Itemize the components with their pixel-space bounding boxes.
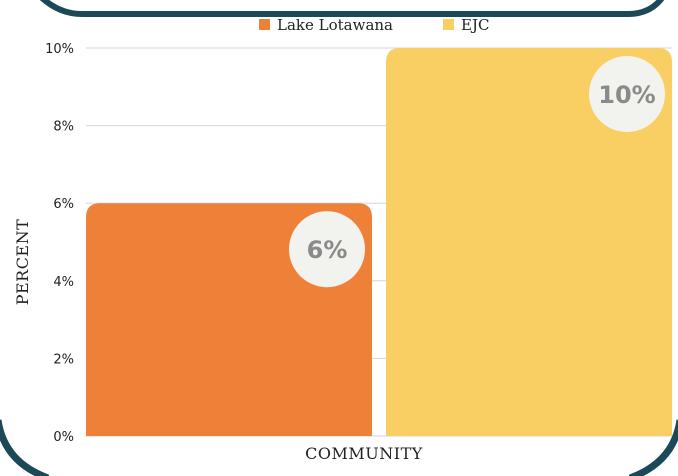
legend-swatch (259, 19, 270, 30)
legend-label: Lake Lotawana (277, 16, 393, 34)
frame-bottom-left-corner (0, 419, 50, 476)
y-axis-title: PERCENT (13, 219, 32, 306)
y-tick-label: 2% (53, 352, 74, 367)
bar-ejc (386, 48, 672, 436)
y-tick-label: 0% (53, 430, 74, 445)
y-tick-label: 4% (53, 275, 74, 290)
data-label: 6% (307, 236, 348, 264)
frame-bottom-right-corner (628, 419, 678, 476)
legend-label: EJC (461, 16, 489, 34)
value-badge (289, 211, 365, 288)
y-tick-label: 8% (53, 120, 74, 135)
value-badge (589, 56, 665, 132)
x-axis-title: COMMUNITY (305, 444, 423, 463)
data-label: 10% (598, 81, 655, 109)
y-tick-label: 6% (53, 197, 74, 212)
frame-top-border (40, 0, 665, 17)
y-tick-label: 10% (45, 42, 74, 57)
legend-swatch (443, 19, 454, 30)
